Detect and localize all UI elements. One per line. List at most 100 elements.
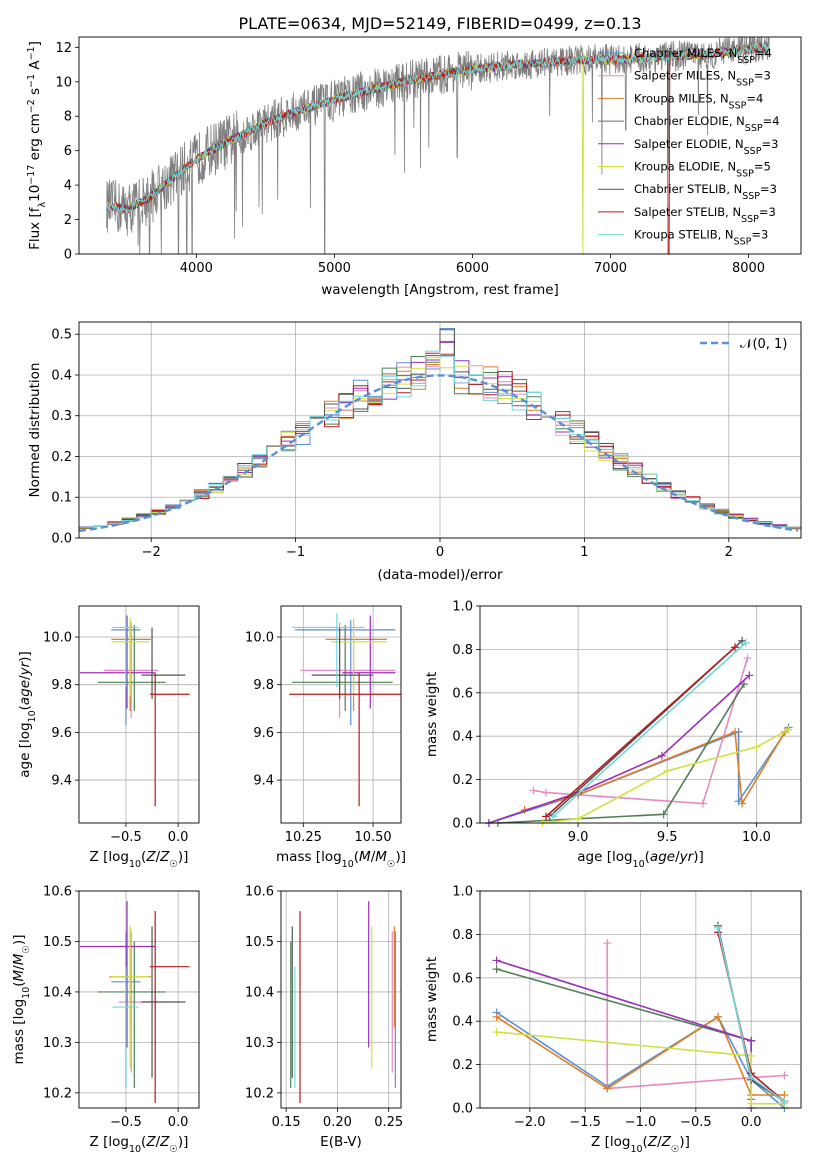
- weight-point-marker: [739, 680, 748, 689]
- weight-point-marker: [731, 643, 740, 652]
- weight-age-panel: 9.0 9.5 10.0 0.0 0.2 0.4 0.6 0.8 1.0 age [log10(a…: [424, 600, 802, 870]
- legend-label: Kroupa MILES, NSSP=4: [634, 91, 763, 111]
- x-tick-label: 0.0: [168, 1115, 189, 1130]
- x-tick-label: 10.25: [285, 830, 322, 845]
- y-tick-label: 10.6: [245, 885, 274, 900]
- x-tick-label: 10.0: [742, 830, 771, 845]
- normal-curve: [79, 374, 799, 533]
- x-axis-label: age [log10(age/yr)]: [577, 849, 703, 870]
- y-tick-label: 0.3: [51, 409, 72, 424]
- x-axis-label: E(B-V): [320, 1134, 362, 1150]
- legend-label: 𝒩(0, 1): [740, 337, 787, 352]
- x-axis-label: Z [log10(Z/Z☉)]: [90, 1134, 189, 1155]
- y-tick-label: 0.0: [51, 532, 72, 547]
- weight-series-line: [606, 943, 785, 1090]
- x-tick-label: 0.0: [168, 830, 189, 845]
- y-tick-label: 6: [64, 144, 72, 159]
- y-tick-label: 0.0: [452, 1102, 473, 1117]
- residuals-legend: 𝒩(0, 1): [700, 337, 787, 352]
- y-tick-label: 8: [64, 110, 72, 125]
- errorbar-point: [111, 617, 149, 697]
- axes-frame: [78, 605, 200, 824]
- axes-frame: [280, 605, 402, 824]
- x-tick-label: 9.0: [568, 830, 589, 845]
- legend-label: Salpeter ELODIE, NSSP=3: [634, 137, 778, 157]
- residuals-panel: −2 −1 0 1 2 0.0 0.1 0.2 0.3 0.4 0.5 𝒩(0, 1) (data-mo…: [27, 321, 802, 583]
- y-axis-label: mass weight: [424, 672, 440, 757]
- x-axis-label: (data-model)/error: [377, 567, 503, 583]
- weight-point-marker: [492, 1028, 501, 1037]
- errorbar-point: [292, 613, 365, 688]
- axes-frame: [280, 890, 402, 1109]
- errorbar-point: [104, 622, 159, 719]
- legend-label: Chabrier STELIB, NSSP=3: [634, 182, 777, 202]
- weight-point-marker: [745, 671, 754, 680]
- weight-series-line: [496, 959, 752, 1108]
- y-tick-label: 0.1: [51, 491, 72, 506]
- legend-label: Chabrier ELODIE, NSSP=4: [634, 114, 780, 134]
- y-axis-label: age [log10(age/yr)]: [17, 651, 38, 777]
- weight-series-line: [497, 683, 745, 824]
- x-tick-label: 0.20: [323, 1115, 352, 1130]
- spectrum-legend: Chabrier MILES, NSSP=4 Salpeter MILES, NS…: [598, 46, 780, 247]
- x-tick-label: 0.15: [272, 1115, 301, 1130]
- y-tick-label: 1.0: [452, 885, 473, 900]
- weight-series-line: [488, 674, 750, 824]
- weight-point-marker: [713, 923, 722, 932]
- axes-frame: [78, 321, 802, 539]
- y-tick-label: 10.3: [245, 1036, 274, 1051]
- weight-series-line: [552, 642, 747, 818]
- y-tick-label: 10.0: [245, 631, 274, 646]
- weight-series-line: [533, 657, 749, 805]
- weight-point-marker: [603, 939, 612, 948]
- y-tick-label: 0.6: [452, 971, 473, 986]
- errorbar-point: [112, 966, 139, 1088]
- errorbar-point: [342, 615, 396, 709]
- x-tick-label: 8000: [732, 261, 765, 276]
- y-tick-label: 0.8: [452, 643, 473, 658]
- y-tick-label: 4: [64, 179, 72, 194]
- errorbar-point: [141, 627, 186, 699]
- errorbar-point: [80, 901, 156, 1048]
- y-tick-label: 10.5: [43, 935, 72, 950]
- y-tick-label: 0.2: [452, 773, 473, 788]
- spectrum-panel: 4000 5000 6000 7000 8000 0 2 4 6 8 10 12 Chabrier MI…: [26, 36, 802, 298]
- errorbar-point: [111, 926, 149, 1068]
- weight-point-marker: [738, 799, 747, 808]
- weight-point-marker: [492, 1012, 501, 1021]
- weight-series-line: [488, 727, 790, 824]
- y-tick-label: 0.4: [452, 1015, 473, 1030]
- y-tick-label: 10.2: [245, 1086, 274, 1101]
- weight-point-marker: [752, 743, 761, 752]
- errorbar-point: [149, 911, 190, 1103]
- weight-point-marker: [574, 814, 583, 823]
- y-tick-label: 10.2: [43, 1086, 72, 1101]
- x-tick-label: 9.5: [657, 830, 678, 845]
- x-tick-label: −1: [286, 545, 305, 560]
- spectrum-data-line: [106, 37, 770, 254]
- y-tick-label: 2: [64, 213, 72, 228]
- y-tick-label: 9.6: [51, 726, 72, 741]
- y-tick-label: 9.4: [51, 774, 72, 789]
- errorbar-point: [325, 620, 388, 711]
- weight-point-marker: [784, 725, 793, 734]
- y-tick-label: 10: [55, 75, 72, 90]
- weight-point-marker: [747, 1051, 756, 1060]
- weight-point-marker: [492, 956, 501, 965]
- y-tick-label: 9.6: [253, 726, 274, 741]
- x-tick-label: −0.5: [110, 830, 142, 845]
- weight-series-line: [542, 728, 789, 824]
- age-Z-panel: −0.5 0.0 9.4 9.6 9.8 10.0 Z [log10(Z/Z☉)] age […: [17, 605, 200, 870]
- errorbar-point: [311, 627, 374, 699]
- y-tick-label: 12: [55, 41, 72, 56]
- x-tick-label: −0.5: [680, 1115, 712, 1130]
- legend-label: Chabrier MILES, NSSP=4: [634, 46, 772, 66]
- y-tick-label: 0.8: [452, 928, 473, 943]
- y-tick-label: 0.5: [51, 328, 72, 343]
- weight-point-marker: [659, 810, 668, 819]
- y-tick-label: 10.4: [245, 985, 274, 1000]
- x-axis-label: Z [log10(Z/Z☉)]: [591, 1134, 690, 1155]
- legend-label: Kroupa ELODIE, NSSP=5: [634, 160, 771, 180]
- y-tick-label: 0.2: [452, 1058, 473, 1073]
